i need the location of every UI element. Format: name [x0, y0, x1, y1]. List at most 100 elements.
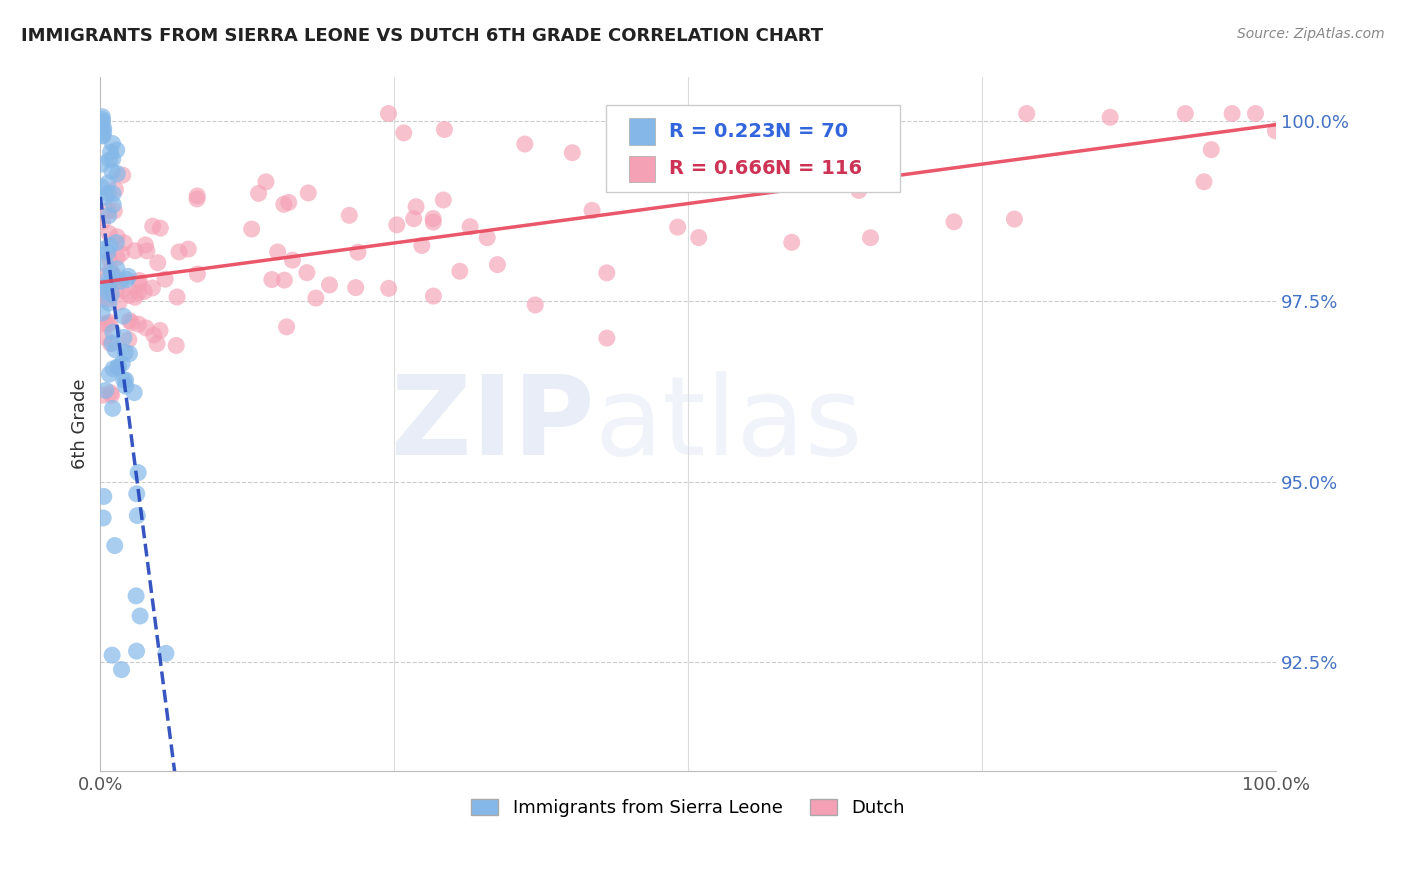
- Point: [111, 283, 134, 297]
- Point: [91, 157, 114, 171]
- FancyBboxPatch shape: [630, 118, 655, 145]
- Point: [596, 266, 619, 280]
- Point: [422, 215, 444, 229]
- Point: [128, 277, 150, 292]
- Point: [103, 361, 125, 376]
- Point: [114, 345, 136, 359]
- Point: [146, 255, 169, 269]
- Point: [112, 235, 135, 250]
- Point: [135, 244, 157, 258]
- Point: [666, 220, 689, 235]
- Point: [112, 330, 135, 344]
- Point: [295, 266, 318, 280]
- Point: [98, 367, 121, 381]
- Point: [94, 257, 117, 271]
- Point: [91, 284, 114, 298]
- Point: [121, 316, 143, 330]
- Point: [127, 508, 149, 523]
- Point: [411, 238, 433, 252]
- Point: [780, 235, 803, 250]
- Point: [105, 143, 128, 157]
- Point: [104, 343, 127, 357]
- Point: [101, 336, 124, 351]
- Point: [97, 176, 120, 190]
- Point: [93, 490, 115, 504]
- Point: [305, 291, 328, 305]
- Point: [240, 222, 263, 236]
- Text: IMMIGRANTS FROM SIERRA LEONE VS DUTCH 6TH GRADE CORRELATION CHART: IMMIGRANTS FROM SIERRA LEONE VS DUTCH 6T…: [21, 27, 824, 45]
- Text: atlas: atlas: [595, 370, 863, 477]
- Point: [155, 646, 177, 660]
- Point: [108, 295, 131, 310]
- Point: [98, 277, 121, 291]
- Point: [97, 209, 120, 223]
- Y-axis label: 6th Grade: 6th Grade: [72, 379, 89, 469]
- Point: [688, 230, 710, 244]
- Point: [98, 227, 121, 241]
- Point: [114, 379, 136, 393]
- Point: [103, 268, 125, 283]
- Point: [118, 346, 141, 360]
- Point: [105, 229, 128, 244]
- Point: [524, 298, 547, 312]
- Point: [91, 214, 114, 228]
- Point: [449, 264, 471, 278]
- Point: [105, 250, 128, 264]
- Point: [433, 122, 456, 136]
- Point: [101, 152, 124, 166]
- Point: [127, 285, 149, 300]
- Point: [281, 253, 304, 268]
- Point: [91, 388, 114, 402]
- Point: [111, 168, 134, 182]
- Point: [458, 219, 481, 234]
- Point: [177, 242, 200, 256]
- Legend: Immigrants from Sierra Leone, Dutch: Immigrants from Sierra Leone, Dutch: [464, 791, 912, 824]
- Point: [1002, 212, 1025, 227]
- Point: [98, 270, 121, 285]
- Point: [128, 317, 150, 331]
- Point: [91, 128, 114, 143]
- Point: [405, 200, 427, 214]
- Point: [1201, 143, 1223, 157]
- Point: [1264, 124, 1286, 138]
- Point: [91, 115, 114, 129]
- Point: [277, 195, 299, 210]
- Point: [392, 126, 415, 140]
- Point: [685, 132, 707, 146]
- Point: [124, 244, 146, 258]
- Point: [100, 263, 122, 277]
- Point: [267, 244, 290, 259]
- Point: [97, 296, 120, 310]
- Point: [297, 186, 319, 200]
- Point: [114, 373, 136, 387]
- Point: [273, 197, 295, 211]
- Point: [93, 125, 115, 139]
- Point: [377, 281, 399, 295]
- Point: [97, 279, 120, 293]
- Point: [91, 280, 114, 294]
- Text: N = 116: N = 116: [775, 160, 862, 178]
- Point: [129, 609, 152, 624]
- Point: [1174, 106, 1197, 120]
- Point: [581, 203, 603, 218]
- Point: [101, 401, 124, 416]
- Point: [186, 192, 208, 206]
- FancyBboxPatch shape: [630, 155, 655, 182]
- Point: [347, 245, 370, 260]
- Point: [115, 272, 138, 286]
- Point: [273, 273, 295, 287]
- Point: [149, 323, 172, 337]
- Point: [97, 203, 120, 218]
- Point: [98, 315, 121, 329]
- Point: [91, 128, 114, 143]
- Point: [101, 648, 124, 662]
- Point: [93, 121, 115, 136]
- Point: [94, 330, 117, 344]
- Point: [166, 290, 188, 304]
- Point: [432, 193, 454, 207]
- Point: [93, 291, 115, 305]
- Point: [98, 153, 121, 167]
- Point: [125, 487, 148, 501]
- Point: [103, 268, 125, 282]
- Text: Source: ZipAtlas.com: Source: ZipAtlas.com: [1237, 27, 1385, 41]
